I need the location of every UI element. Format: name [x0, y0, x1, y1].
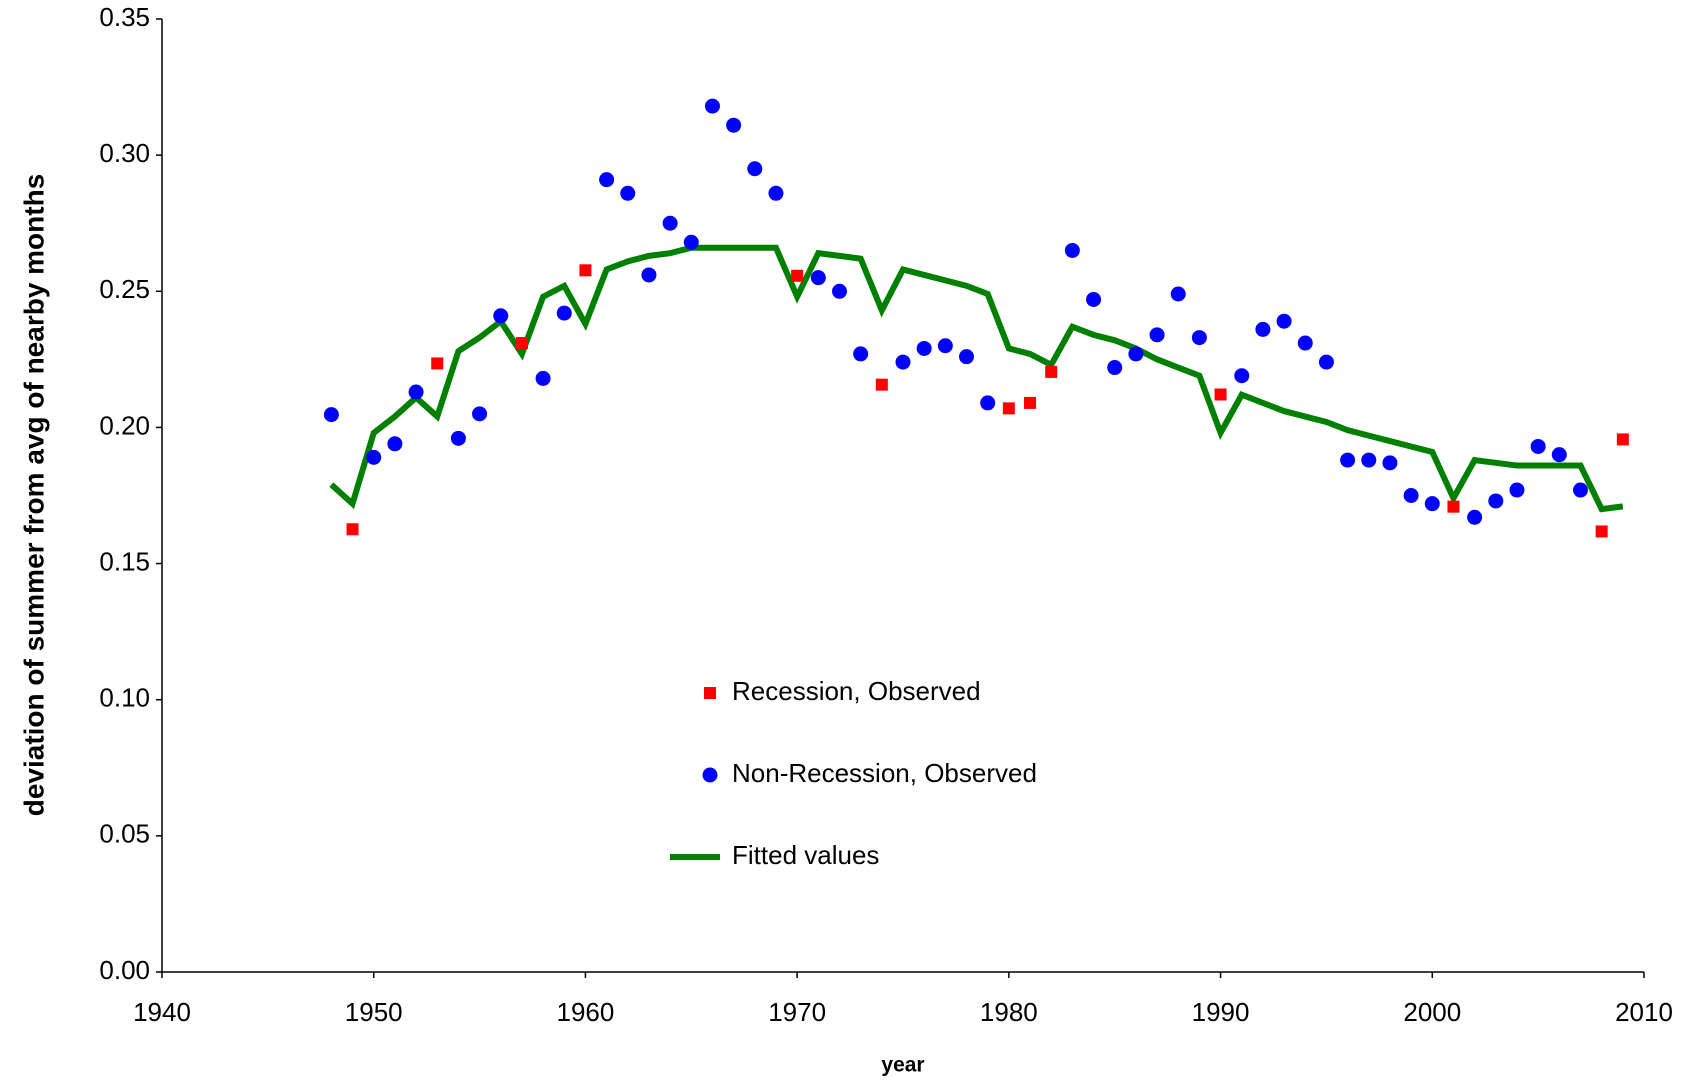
non-recession-point: [916, 340, 932, 356]
non-recession-point: [768, 185, 784, 201]
non-recession-point: [683, 234, 699, 250]
x-tick-label: 1980: [980, 997, 1038, 1027]
recession-point: [515, 337, 528, 350]
non-recession-point: [1488, 493, 1504, 509]
legend-swatch: [704, 687, 716, 699]
non-recession-point: [641, 267, 657, 283]
y-tick-label: 0.05: [99, 819, 150, 849]
non-recession-point: [747, 161, 763, 177]
non-recession-point: [959, 349, 975, 365]
x-tick-label: 1970: [768, 997, 826, 1027]
recession-point: [431, 357, 444, 370]
y-tick-label: 0.25: [99, 274, 150, 304]
non-recession-point: [1403, 488, 1419, 503]
x-tick-label: 1940: [133, 997, 191, 1027]
non-recession-point: [450, 430, 466, 446]
x-axis-title: year: [881, 1054, 924, 1077]
legend-label: Fitted values: [732, 840, 879, 870]
non-recession-point: [1382, 455, 1398, 471]
x-tick-label: 1950: [345, 997, 403, 1027]
non-recession-point: [1149, 327, 1165, 343]
non-recession-point: [704, 98, 720, 114]
recession-point: [579, 264, 592, 277]
non-recession-point: [1509, 482, 1525, 498]
recession-point: [1595, 525, 1608, 538]
non-recession-point: [323, 407, 339, 423]
y-axis-title: deviation of summer from avg of nearby m…: [18, 174, 49, 817]
x-tick-label: 2010: [1615, 997, 1673, 1027]
non-recession-point: [726, 117, 742, 133]
non-recession-point: [599, 172, 615, 188]
legend-label: Recession, Observed: [732, 676, 981, 706]
non-recession-point: [1467, 509, 1483, 525]
recession-point: [1024, 396, 1037, 409]
recession-point: [1616, 433, 1629, 446]
non-recession-point: [810, 270, 826, 286]
legend-swatch: [702, 767, 718, 783]
non-recession-point: [620, 185, 636, 201]
non-recession-point: [895, 354, 911, 370]
non-recession-point: [1297, 335, 1313, 351]
x-tick-label: 1960: [557, 997, 615, 1027]
non-recession-point: [1318, 354, 1334, 370]
recession-point: [346, 523, 359, 536]
non-recession-point: [853, 346, 869, 362]
non-recession-point: [535, 370, 551, 386]
non-recession-point: [472, 406, 488, 422]
y-tick-label: 0.00: [99, 955, 150, 985]
non-recession-point: [1551, 447, 1567, 463]
recession-point: [875, 378, 888, 391]
y-tick-label: 0.15: [99, 546, 150, 576]
non-recession-point: [1572, 482, 1588, 498]
non-recession-point: [1340, 452, 1356, 468]
recession-point: [1045, 365, 1058, 378]
recession-point: [1214, 388, 1227, 401]
non-recession-point: [831, 283, 847, 299]
non-recession-point: [387, 436, 403, 452]
non-recession-point: [1107, 360, 1123, 376]
y-tick-label: 0.35: [99, 2, 150, 32]
non-recession-point: [1234, 368, 1250, 384]
non-recession-point: [366, 449, 382, 465]
non-recession-point: [1361, 452, 1377, 468]
non-recession-point: [1424, 496, 1440, 512]
non-recession-point: [937, 338, 953, 354]
non-recession-point: [1191, 330, 1207, 346]
recession-point: [1002, 402, 1015, 415]
legend-label: Non-Recession, Observed: [732, 758, 1037, 788]
y-tick-label: 0.30: [99, 138, 150, 168]
x-tick-label: 1990: [1192, 997, 1250, 1027]
non-recession-point: [980, 395, 996, 411]
y-tick-label: 0.10: [99, 683, 150, 713]
recession-point: [1447, 500, 1460, 513]
non-recession-point: [1128, 346, 1144, 362]
non-recession-point: [1170, 286, 1186, 302]
non-recession-point: [556, 305, 572, 321]
fitted-line: [329, 244, 1624, 513]
non-recession-point: [493, 308, 509, 324]
recession-point: [791, 269, 804, 282]
non-recession-point: [1086, 291, 1102, 307]
non-recession-point: [1255, 321, 1271, 337]
non-recession-point: [662, 215, 678, 231]
non-recession-point: [1276, 313, 1292, 329]
non-recession-point: [1064, 242, 1080, 258]
x-tick-label: 2000: [1403, 997, 1461, 1027]
y-tick-label: 0.20: [99, 410, 150, 440]
non-recession-point: [1530, 438, 1546, 454]
non-recession-point: [408, 384, 424, 400]
